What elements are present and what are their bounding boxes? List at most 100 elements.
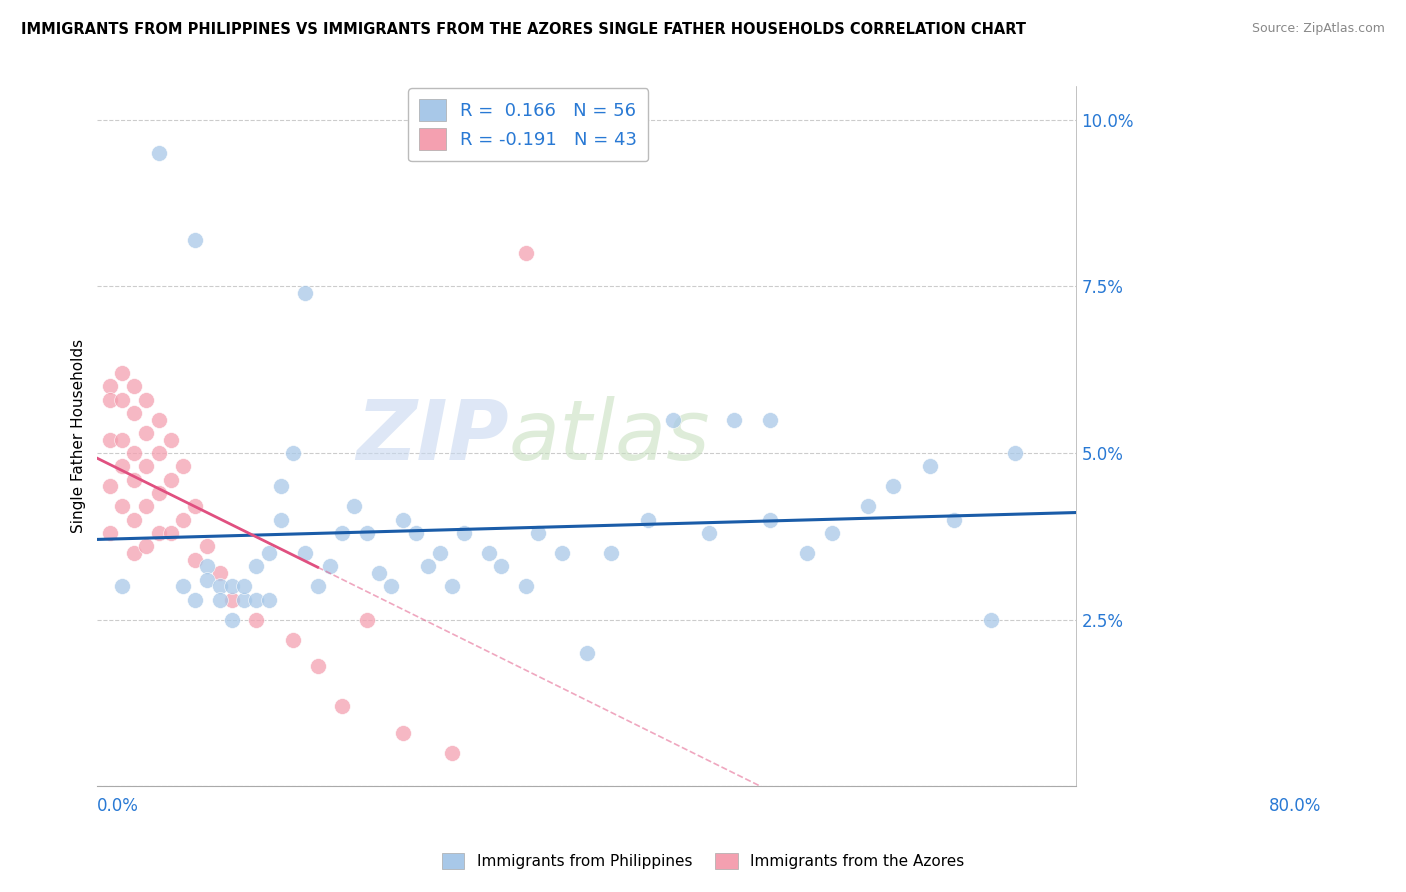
Point [697, 525, 720, 540]
Point [356, 613, 378, 627]
Point [283, 632, 305, 647]
Point [356, 525, 378, 540]
Point [478, 546, 501, 560]
Point [197, 559, 219, 574]
Point [98, 433, 121, 447]
Point [172, 579, 194, 593]
Text: Source: ZipAtlas.com: Source: ZipAtlas.com [1251, 22, 1385, 36]
Point [135, 500, 157, 514]
Point [184, 592, 207, 607]
Point [661, 412, 683, 426]
Point [330, 525, 353, 540]
Point [159, 433, 181, 447]
Point [98, 479, 121, 493]
Y-axis label: Single Father Households: Single Father Households [72, 339, 86, 533]
Point [270, 513, 292, 527]
Point [245, 592, 267, 607]
Point [294, 546, 316, 560]
Point [637, 513, 659, 527]
Point [135, 539, 157, 553]
Point [122, 546, 145, 560]
Point [233, 592, 256, 607]
Point [515, 579, 537, 593]
Point [453, 525, 475, 540]
Point [796, 546, 818, 560]
Point [159, 525, 181, 540]
Point [380, 579, 402, 593]
Point [148, 486, 170, 500]
Point [148, 146, 170, 161]
Point [111, 366, 134, 380]
Point [405, 525, 427, 540]
Text: IMMIGRANTS FROM PHILIPPINES VS IMMIGRANTS FROM THE AZORES SINGLE FATHER HOUSEHOL: IMMIGRANTS FROM PHILIPPINES VS IMMIGRANT… [21, 22, 1026, 37]
Point [489, 559, 512, 574]
Point [208, 592, 231, 607]
Point [221, 613, 243, 627]
Point [98, 525, 121, 540]
Point [1004, 446, 1026, 460]
Point [294, 285, 316, 300]
Point [208, 566, 231, 580]
Point [221, 592, 243, 607]
Point [820, 525, 842, 540]
Point [858, 500, 880, 514]
Point [111, 459, 134, 474]
Text: 0.0%: 0.0% [97, 797, 139, 814]
Point [148, 446, 170, 460]
Point [429, 546, 451, 560]
Point [135, 459, 157, 474]
Point [392, 513, 415, 527]
Point [98, 379, 121, 393]
Point [943, 513, 966, 527]
Point [257, 592, 280, 607]
Point [416, 559, 439, 574]
Legend: Immigrants from Philippines, Immigrants from the Azores: Immigrants from Philippines, Immigrants … [436, 847, 970, 875]
Point [980, 613, 1002, 627]
Point [527, 525, 550, 540]
Point [330, 699, 353, 714]
Point [343, 500, 366, 514]
Point [515, 246, 537, 260]
Point [307, 579, 329, 593]
Point [197, 573, 219, 587]
Text: 80.0%: 80.0% [1268, 797, 1322, 814]
Point [159, 473, 181, 487]
Point [98, 392, 121, 407]
Point [172, 459, 194, 474]
Text: atlas: atlas [509, 396, 710, 477]
Point [221, 579, 243, 593]
Point [111, 392, 134, 407]
Point [551, 546, 574, 560]
Point [148, 525, 170, 540]
Point [184, 552, 207, 566]
Point [111, 433, 134, 447]
Point [319, 559, 342, 574]
Point [135, 425, 157, 440]
Point [233, 579, 256, 593]
Point [122, 446, 145, 460]
Legend: R =  0.166   N = 56, R = -0.191   N = 43: R = 0.166 N = 56, R = -0.191 N = 43 [408, 88, 648, 161]
Point [122, 379, 145, 393]
Text: ZIP: ZIP [356, 396, 509, 477]
Point [184, 233, 207, 247]
Point [441, 746, 464, 760]
Point [122, 473, 145, 487]
Point [245, 559, 267, 574]
Point [122, 406, 145, 420]
Point [882, 479, 904, 493]
Point [759, 513, 782, 527]
Point [307, 659, 329, 673]
Point [208, 579, 231, 593]
Point [172, 513, 194, 527]
Point [600, 546, 623, 560]
Point [197, 539, 219, 553]
Point [245, 613, 267, 627]
Point [575, 646, 598, 660]
Point [759, 412, 782, 426]
Point [135, 392, 157, 407]
Point [111, 579, 134, 593]
Point [111, 500, 134, 514]
Point [283, 446, 305, 460]
Point [918, 459, 941, 474]
Point [122, 513, 145, 527]
